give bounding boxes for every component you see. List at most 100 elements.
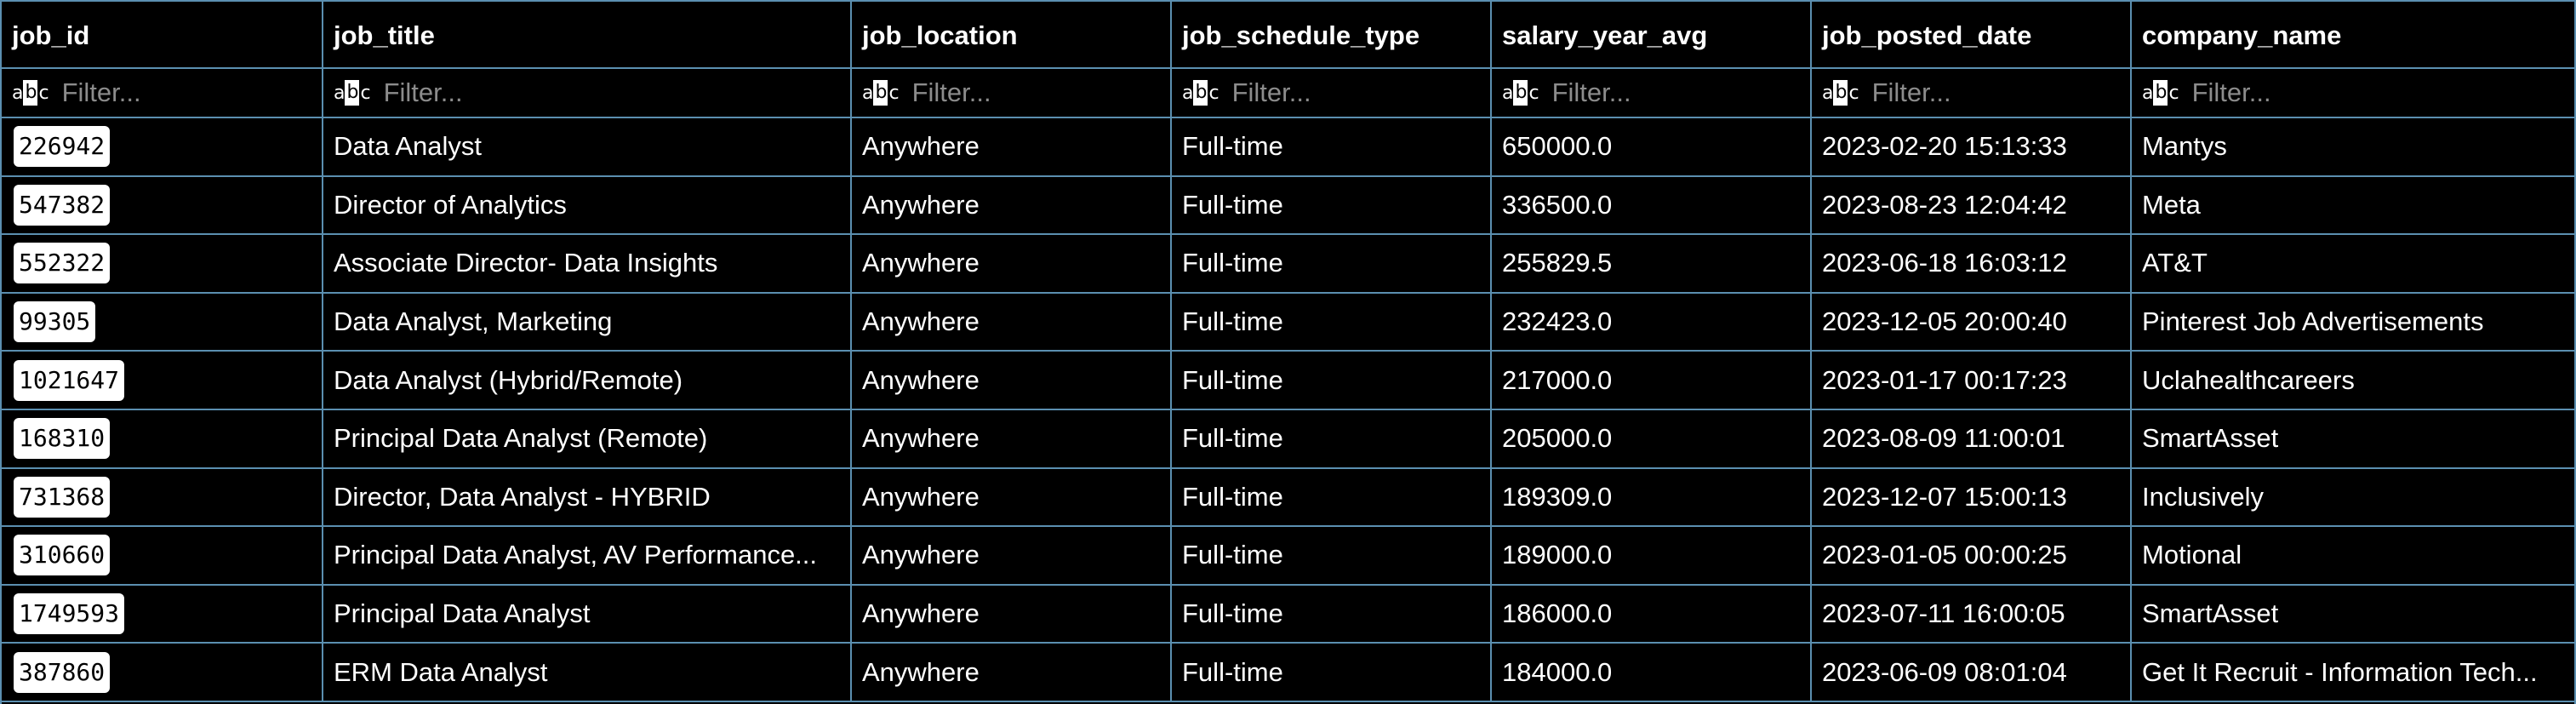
filter-input[interactable]: Filter...: [2192, 77, 2271, 108]
cell-salary-year-avg[interactable]: 650000.0: [1491, 117, 1811, 176]
cell-job-id[interactable]: 731368: [2, 468, 323, 527]
table-row[interactable]: 547382 Director of Analytics Anywhere Full-…: [2, 176, 2574, 235]
cell-job-location[interactable]: Anywhere: [851, 234, 1171, 293]
cell-job-posted-date[interactable]: 2023-02-20 15:13:33: [1811, 117, 2131, 176]
filter-input[interactable]: Filter...: [1552, 77, 1631, 108]
cell-job-schedule-type[interactable]: Full-time: [1171, 409, 1491, 468]
cell-job-schedule-type[interactable]: Full-time: [1171, 117, 1491, 176]
cell-salary-year-avg[interactable]: 189309.0: [1491, 468, 1811, 527]
cell-job-schedule-type[interactable]: Full-time: [1171, 293, 1491, 352]
cell-job-title[interactable]: Principal Data Analyst, AV Performance..…: [323, 526, 851, 585]
cell-job-posted-date[interactable]: 2023-12-07 15:00:13: [1811, 468, 2131, 527]
cell-company-name[interactable]: Mantys: [2131, 117, 2574, 176]
table-row[interactable]: 387860 ERM Data Analyst Anywhere Full-time 1…: [2, 643, 2574, 701]
cell-job-posted-date[interactable]: 2023-01-05 00:00:25: [1811, 526, 2131, 585]
filter-cell-job-title[interactable]: a b c Filter...: [323, 68, 851, 117]
cell-job-id[interactable]: 387860: [2, 643, 323, 701]
table-row[interactable]: 1021647 Data Analyst (Hybrid/Remote) Anywh…: [2, 351, 2574, 409]
cell-job-location[interactable]: Anywhere: [851, 643, 1171, 701]
cell-salary-year-avg[interactable]: 217000.0: [1491, 351, 1811, 409]
column-header-salary-year-avg[interactable]: salary_year_avg: [1491, 2, 1811, 68]
cell-job-posted-date[interactable]: 2023-08-23 12:04:42: [1811, 176, 2131, 235]
filter-cell-job-id[interactable]: a b c Filter...: [2, 68, 323, 117]
job-id-chip[interactable]: 547382: [14, 185, 110, 226]
filter-input[interactable]: Filter...: [1872, 77, 1951, 108]
job-id-chip[interactable]: 731368: [14, 477, 110, 518]
job-id-chip[interactable]: 168310: [14, 418, 110, 459]
table-row[interactable]: 99305 Data Analyst, Marketing Anywhere Full…: [2, 293, 2574, 352]
filter-cell-job-posted-date[interactable]: a b c Filter...: [1811, 68, 2131, 117]
cell-job-location[interactable]: Anywhere: [851, 293, 1171, 352]
cell-job-id[interactable]: 1021647: [2, 351, 323, 409]
job-id-chip[interactable]: 387860: [14, 652, 110, 693]
cell-job-posted-date[interactable]: 2023-01-17 00:17:23: [1811, 351, 2131, 409]
cell-company-name[interactable]: Inclusively: [2131, 468, 2574, 527]
cell-job-id[interactable]: 547382: [2, 176, 323, 235]
cell-company-name[interactable]: Pinterest Job Advertisements: [2131, 293, 2574, 352]
cell-company-name[interactable]: SmartAsset: [2131, 585, 2574, 644]
cell-job-title[interactable]: Principal Data Analyst: [323, 585, 851, 644]
column-header-company-name[interactable]: company_name: [2131, 2, 2574, 68]
cell-job-id[interactable]: 168310: [2, 409, 323, 468]
table-row[interactable]: 731368 Director, Data Analyst - HYBRID Any…: [2, 468, 2574, 527]
filter-cell-job-location[interactable]: a b c Filter...: [851, 68, 1171, 117]
filter-input[interactable]: Filter...: [384, 77, 463, 108]
column-header-job-title[interactable]: job_title: [323, 2, 851, 68]
filter-cell-job-schedule-type[interactable]: a b c Filter...: [1171, 68, 1491, 117]
cell-company-name[interactable]: Meta: [2131, 176, 2574, 235]
column-header-job-posted-date[interactable]: job_posted_date: [1811, 2, 2131, 68]
cell-job-schedule-type[interactable]: Full-time: [1171, 526, 1491, 585]
cell-job-location[interactable]: Anywhere: [851, 526, 1171, 585]
cell-job-schedule-type[interactable]: Full-time: [1171, 585, 1491, 644]
column-header-job-location[interactable]: job_location: [851, 2, 1171, 68]
cell-job-location[interactable]: Anywhere: [851, 585, 1171, 644]
cell-company-name[interactable]: SmartAsset: [2131, 409, 2574, 468]
job-id-chip[interactable]: 226942: [14, 126, 110, 167]
cell-job-location[interactable]: Anywhere: [851, 117, 1171, 176]
cell-job-title[interactable]: Director, Data Analyst - HYBRID: [323, 468, 851, 527]
cell-job-schedule-type[interactable]: Full-time: [1171, 234, 1491, 293]
cell-job-id[interactable]: 552322: [2, 234, 323, 293]
column-header-job-schedule-type[interactable]: job_schedule_type: [1171, 2, 1491, 68]
cell-job-posted-date[interactable]: 2023-12-05 20:00:40: [1811, 293, 2131, 352]
cell-job-posted-date[interactable]: 2023-07-11 16:00:05: [1811, 585, 2131, 644]
cell-job-location[interactable]: Anywhere: [851, 468, 1171, 527]
cell-job-location[interactable]: Anywhere: [851, 351, 1171, 409]
cell-job-schedule-type[interactable]: Full-time: [1171, 643, 1491, 701]
cell-job-title[interactable]: Data Analyst (Hybrid/Remote): [323, 351, 851, 409]
table-row[interactable]: 168310 Principal Data Analyst (Remote) Any…: [2, 409, 2574, 468]
cell-job-id[interactable]: 226942: [2, 117, 323, 176]
cell-job-title[interactable]: Associate Director- Data Insights: [323, 234, 851, 293]
cell-job-title[interactable]: ERM Data Analyst: [323, 643, 851, 701]
cell-job-location[interactable]: Anywhere: [851, 176, 1171, 235]
cell-job-schedule-type[interactable]: Full-time: [1171, 468, 1491, 527]
cell-salary-year-avg[interactable]: 189000.0: [1491, 526, 1811, 585]
cell-salary-year-avg[interactable]: 205000.0: [1491, 409, 1811, 468]
column-header-job-id[interactable]: job_id: [2, 2, 323, 68]
cell-job-title[interactable]: Director of Analytics: [323, 176, 851, 235]
cell-job-posted-date[interactable]: 2023-08-09 11:00:01: [1811, 409, 2131, 468]
table-row[interactable]: 310660 Principal Data Analyst, AV Perform…: [2, 526, 2574, 585]
job-id-chip[interactable]: 1749593: [14, 593, 124, 634]
job-id-chip[interactable]: 1021647: [14, 360, 124, 401]
job-id-chip[interactable]: 310660: [14, 535, 110, 575]
cell-job-title[interactable]: Principal Data Analyst (Remote): [323, 409, 851, 468]
cell-job-id[interactable]: 310660: [2, 526, 323, 585]
cell-salary-year-avg[interactable]: 255829.5: [1491, 234, 1811, 293]
cell-job-posted-date[interactable]: 2023-06-09 08:01:04: [1811, 643, 2131, 701]
cell-company-name[interactable]: Get It Recruit - Information Tech...: [2131, 643, 2574, 701]
filter-input[interactable]: Filter...: [1232, 77, 1311, 108]
table-row[interactable]: 552322 Associate Director- Data Insights A…: [2, 234, 2574, 293]
cell-salary-year-avg[interactable]: 186000.0: [1491, 585, 1811, 644]
filter-cell-company-name[interactable]: a b c Filter...: [2131, 68, 2574, 117]
cell-job-id[interactable]: 99305: [2, 293, 323, 352]
cell-salary-year-avg[interactable]: 184000.0: [1491, 643, 1811, 701]
table-row[interactable]: 1749593 Principal Data Analyst Anywhere Ful…: [2, 585, 2574, 644]
cell-job-id[interactable]: 1749593: [2, 585, 323, 644]
cell-company-name[interactable]: AT&T: [2131, 234, 2574, 293]
cell-job-location[interactable]: Anywhere: [851, 409, 1171, 468]
job-id-chip[interactable]: 99305: [14, 301, 95, 342]
cell-company-name[interactable]: Uclahealthcareers: [2131, 351, 2574, 409]
filter-input[interactable]: Filter...: [912, 77, 991, 108]
cell-job-schedule-type[interactable]: Full-time: [1171, 351, 1491, 409]
